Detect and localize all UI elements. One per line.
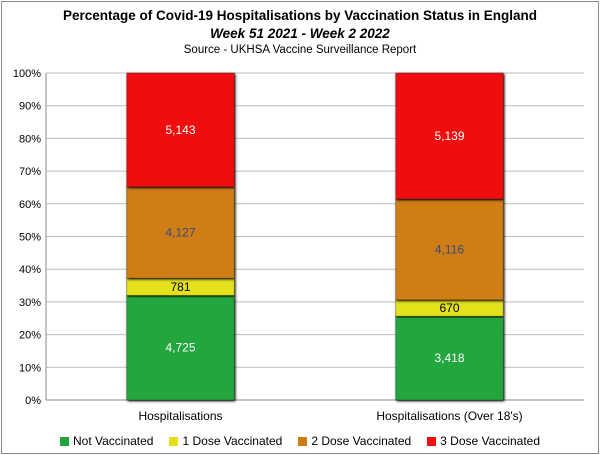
bar-segment [395,198,504,301]
legend-item: 3 Dose Vaccinated [427,434,540,448]
data-label: 4,116 [435,242,464,256]
legend-label: 3 Dose Vaccinated [440,434,541,448]
data-label: 5,143 [165,123,195,137]
chart-subtitle: Week 51 2021 - Week 2 2022 [210,26,390,41]
data-label: 3,418 [434,351,464,365]
data-label: 781 [170,280,190,294]
data-label: 5,139 [434,129,464,143]
legend-item: 2 Dose Vaccinated [298,434,411,448]
legend-item: 1 Dose Vaccinated [169,434,282,448]
y-tick-label: 20% [19,330,41,342]
y-tick-label: 50% [19,232,41,244]
y-tick-label: 80% [19,133,41,145]
x-category-label: Hospitalisations [138,409,222,423]
legend-swatch [169,436,179,446]
y-tick-label: 10% [19,362,41,374]
x-category-label: Hospitalisations (Over 18's) [376,409,522,423]
legend-label: Not Vaccinated [72,434,154,448]
bar-segment [126,186,235,279]
legend-swatch [59,436,69,446]
y-tick-label: 60% [19,199,41,211]
bar-segment [395,72,504,200]
y-tick-label: 30% [19,297,41,309]
data-label: 4,127 [165,225,195,239]
y-tick-label: 40% [19,264,41,276]
y-tick-label: 90% [19,101,41,113]
data-label: 4,725 [165,341,195,355]
y-tick-label: 0% [25,395,41,407]
chart-source: Source - UKHSA Vaccine Surveillance Repo… [183,44,417,56]
data-label: 670 [439,301,459,315]
legend-item: Not Vaccinated [59,434,154,448]
bar-segment [126,72,235,188]
y-tick-label: 70% [19,166,41,178]
legend-label: 2 Dose Vaccinated [311,434,412,448]
legend-label: 1 Dose Vaccinated [182,434,283,448]
legend-swatch [298,436,308,446]
legend: Not Vaccinated 1 Dose Vaccinated 2 Dose Va… [2,434,598,448]
legend-swatch [427,436,437,446]
chart-title: Percentage of Covid-19 Hospitalisations … [62,8,538,23]
y-tick-label: 100% [13,68,41,80]
